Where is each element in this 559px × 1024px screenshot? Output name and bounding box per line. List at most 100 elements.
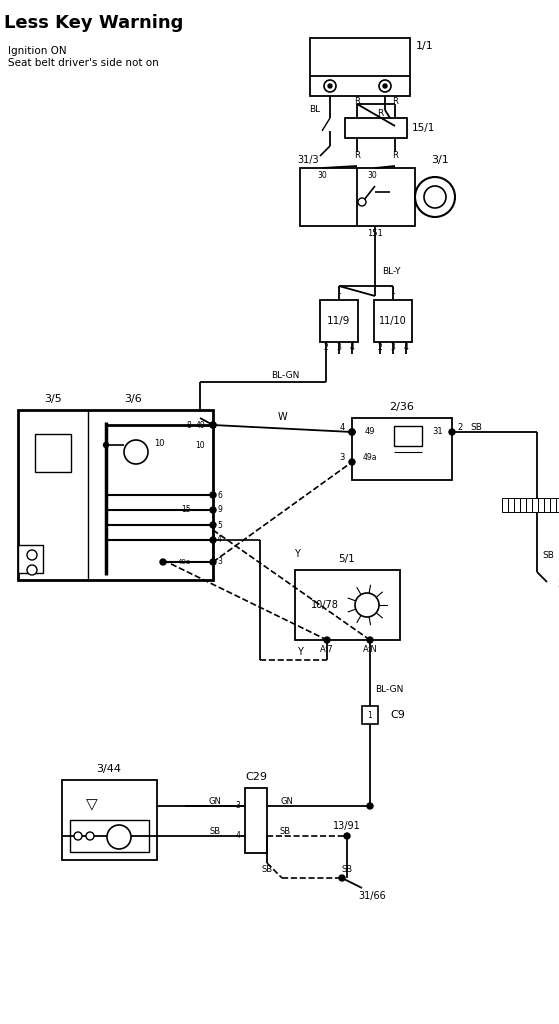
Circle shape: [358, 198, 366, 206]
Bar: [394, 426, 422, 446]
Text: R: R: [392, 96, 398, 105]
Text: R: R: [354, 96, 360, 105]
Text: 30: 30: [367, 171, 377, 179]
Text: 49: 49: [195, 421, 205, 429]
Text: SB: SB: [542, 551, 554, 559]
Text: 31/10: 31/10: [557, 579, 559, 589]
Text: 3: 3: [340, 454, 345, 463]
Text: 3/44: 3/44: [97, 764, 121, 774]
Bar: [35, 434, 71, 472]
Bar: [320, 300, 358, 342]
Text: R: R: [392, 152, 398, 161]
Bar: [502, 498, 508, 512]
Text: 8: 8: [186, 421, 191, 429]
Circle shape: [328, 84, 332, 88]
Text: R: R: [354, 152, 360, 161]
Text: Seat belt driver's side not on: Seat belt driver's side not on: [8, 58, 159, 68]
Text: 4: 4: [349, 343, 354, 352]
Text: 3/1: 3/1: [431, 155, 449, 165]
Circle shape: [415, 177, 455, 217]
Circle shape: [103, 442, 108, 447]
Text: ▽: ▽: [86, 798, 98, 812]
Bar: [70, 820, 149, 852]
Circle shape: [124, 440, 148, 464]
Text: 3: 3: [235, 802, 240, 811]
Text: 11/10: 11/10: [379, 316, 407, 326]
Text: Less Key Warning: Less Key Warning: [4, 14, 183, 32]
Text: 9: 9: [217, 506, 222, 514]
Text: 2: 2: [324, 343, 328, 352]
Text: BL-GN: BL-GN: [271, 371, 299, 380]
Circle shape: [27, 565, 37, 575]
Bar: [352, 418, 452, 480]
Bar: [538, 498, 544, 512]
Bar: [508, 498, 514, 512]
Circle shape: [367, 637, 373, 643]
Bar: [300, 168, 415, 226]
Circle shape: [210, 507, 216, 513]
Circle shape: [344, 833, 350, 839]
Circle shape: [86, 831, 94, 840]
Text: 151: 151: [367, 229, 383, 239]
Text: 31/66: 31/66: [358, 891, 386, 901]
Text: 49a: 49a: [178, 559, 191, 565]
Circle shape: [210, 522, 216, 528]
Text: 3: 3: [337, 343, 342, 352]
Circle shape: [424, 186, 446, 208]
Bar: [374, 300, 412, 342]
Bar: [532, 498, 538, 512]
Circle shape: [27, 550, 37, 560]
Circle shape: [74, 831, 82, 840]
Text: 3: 3: [391, 343, 395, 352]
Text: 49a: 49a: [363, 454, 377, 463]
Circle shape: [160, 559, 166, 565]
Bar: [310, 38, 410, 96]
Bar: [245, 788, 267, 853]
Bar: [556, 498, 559, 512]
Text: 11/9: 11/9: [328, 316, 350, 326]
Circle shape: [210, 422, 216, 428]
Circle shape: [383, 84, 387, 88]
Text: 13/91: 13/91: [333, 821, 361, 831]
Text: 1/1: 1/1: [416, 41, 434, 51]
Text: 4: 4: [217, 536, 222, 545]
Circle shape: [349, 459, 355, 465]
Text: GN: GN: [281, 798, 293, 807]
Text: SB: SB: [280, 827, 291, 837]
Text: 49: 49: [365, 427, 375, 436]
Circle shape: [324, 80, 336, 92]
Text: 1: 1: [337, 288, 342, 297]
Text: 5/1: 5/1: [339, 554, 356, 564]
Text: A:N: A:N: [363, 645, 377, 654]
Text: 1: 1: [391, 288, 395, 297]
Text: 15: 15: [181, 506, 191, 514]
Circle shape: [367, 803, 373, 809]
Text: BL: BL: [309, 104, 320, 114]
Text: BL-GN: BL-GN: [375, 685, 404, 694]
Circle shape: [210, 537, 216, 543]
Circle shape: [210, 492, 216, 498]
Bar: [550, 498, 556, 512]
Text: 30: 30: [317, 171, 327, 179]
Text: 3/5: 3/5: [44, 394, 62, 404]
Text: 31: 31: [433, 427, 443, 436]
Circle shape: [355, 593, 379, 617]
Text: 4: 4: [340, 424, 345, 432]
Text: Y: Y: [294, 549, 300, 559]
Circle shape: [349, 429, 355, 435]
Text: 10/78: 10/78: [311, 600, 339, 610]
Text: 4: 4: [404, 343, 409, 352]
Circle shape: [324, 637, 330, 643]
Text: Y: Y: [297, 647, 303, 657]
Bar: [18, 545, 43, 573]
Bar: [345, 118, 407, 138]
Text: 1: 1: [368, 711, 372, 720]
Text: A:7: A:7: [320, 645, 334, 654]
Text: SB: SB: [262, 865, 273, 874]
Bar: [362, 706, 378, 724]
Text: 4: 4: [235, 831, 240, 841]
Circle shape: [349, 429, 355, 435]
Text: 15/1: 15/1: [412, 123, 435, 133]
Circle shape: [339, 874, 345, 881]
Text: 3/6: 3/6: [124, 394, 142, 404]
